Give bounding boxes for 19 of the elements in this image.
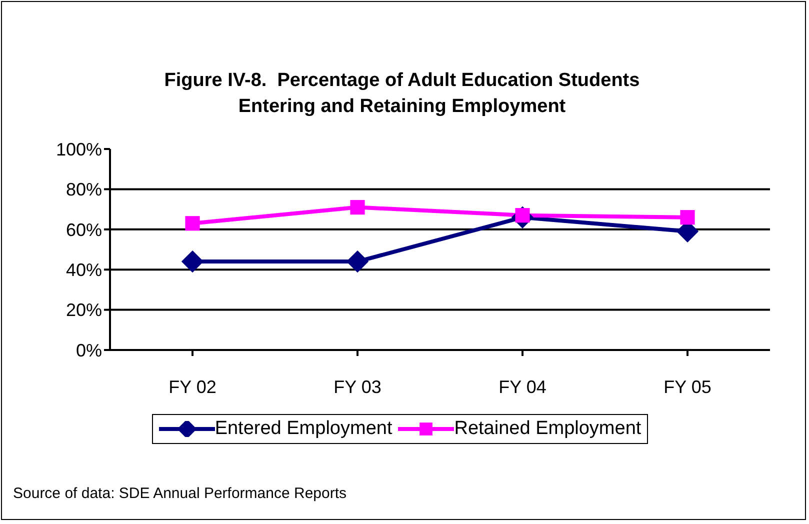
y-tick-label: 20% <box>66 300 102 320</box>
y-tick-label: 80% <box>66 180 102 200</box>
point <box>680 210 695 225</box>
x-tick-label: FY 04 <box>498 376 546 397</box>
x-tick-label: FY 05 <box>664 376 712 397</box>
point <box>350 200 365 215</box>
x-tick-label: FY 03 <box>334 376 382 397</box>
legend-label: Retained Employment <box>454 418 642 440</box>
y-tick-label: 60% <box>66 220 102 240</box>
x-tick-label: FY 02 <box>168 376 216 397</box>
y-tick-label: 0% <box>76 340 102 360</box>
point <box>185 216 200 231</box>
chart-title: Figure IV-8. Percentage of Adult Education Students Entering and Retaining Employment <box>163 69 641 119</box>
legend-label: Entered Employment <box>214 418 392 440</box>
source-note: Source of data: SDE Annual Performance Reports <box>13 485 347 502</box>
y-tick-label: 40% <box>66 260 102 280</box>
point <box>346 250 368 272</box>
y-tick-label: 100% <box>56 139 102 160</box>
point <box>182 250 204 272</box>
